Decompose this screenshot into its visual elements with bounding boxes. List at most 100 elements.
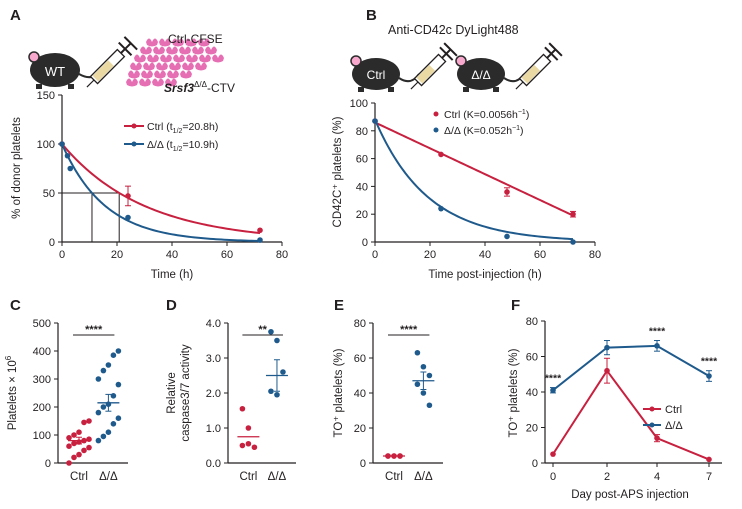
- panel-f-y-tick-label: 20: [526, 423, 538, 435]
- pink-cell-25: [141, 70, 153, 79]
- cells-top-label: Ctrl-CFSE: [168, 32, 223, 46]
- panel-c-point-ctrl: [71, 440, 77, 447]
- panel-c-y-tick-label: 200: [33, 402, 51, 414]
- pink-cell-0: [146, 38, 158, 47]
- panel-b-title: Anti-CD42c DyLight488: [388, 23, 519, 37]
- pink-cell-29: [126, 78, 138, 87]
- pink-cell-8: [179, 46, 191, 55]
- panel-d-y-tick-label: 4.0: [206, 318, 221, 330]
- panel-e-point-ko: [420, 363, 427, 370]
- panel-a-x-tick-label: 40: [166, 249, 178, 261]
- panel-f-point-ko: [550, 387, 556, 394]
- pink-cell-28: [180, 70, 192, 79]
- panel-c-category-label: Δ/Δ: [99, 471, 118, 483]
- panel-c-y-tick-label: 0: [45, 458, 51, 470]
- panel-a-y-tick-label: 0: [49, 237, 55, 249]
- mouse-ko-label: Δ/Δ: [471, 68, 490, 82]
- mouse-wt-label: WT: [45, 64, 65, 79]
- panel-d-y-tick-label: 2.0: [206, 388, 221, 400]
- pink-cell-30: [139, 78, 151, 87]
- panel-a-y-label: % of donor platelets: [11, 117, 23, 219]
- pink-cell-10: [205, 46, 217, 55]
- pink-cell-31: [152, 78, 164, 87]
- mouse-ko-illustration: Δ/Δ: [455, 55, 525, 92]
- panel-c-y-tick-label: 400: [33, 346, 51, 358]
- panel-b-point-ko: [438, 205, 444, 212]
- panel-a-legend: Ctrl (t1/2=20.8h) Δ/Δ (t1/2=10.9h): [124, 121, 218, 153]
- panel-c-point-ctrl: [66, 443, 72, 450]
- panel-c-point-ctrl: [81, 447, 87, 454]
- legend-b-ctrl-label: Ctrl (K=0.0056h−1): [444, 109, 529, 121]
- pink-cell-27: [167, 70, 179, 79]
- panel-c-y-tick-label: 500: [33, 318, 51, 330]
- panel-e-y-tick-label: 20: [354, 423, 366, 435]
- legend-f-ctrl-label: Ctrl: [665, 404, 682, 416]
- panel-f-point-ko: [604, 344, 610, 351]
- panel-c-y-tick-label: 100: [33, 430, 51, 442]
- panel-c-significance: ****: [85, 324, 103, 336]
- panel-d-point-ctrl: [245, 440, 252, 447]
- panel-d-point-ctrl: [239, 442, 246, 449]
- panel-f-significance: ****: [701, 356, 718, 368]
- panel-d-letter: D: [166, 297, 177, 314]
- panel-d-y-label-line2: caspase3/7 activity: [180, 344, 192, 441]
- panel-e-point-ko: [420, 390, 427, 396]
- panel-f-y-tick-label: 80: [526, 316, 538, 328]
- pink-cell-14: [173, 54, 185, 63]
- panel-b-point-ko: [504, 233, 510, 240]
- panel-a-point-ko: [67, 165, 74, 172]
- panel-c-point-ko: [115, 415, 122, 422]
- panel-b-x-tick-label: 40: [479, 249, 491, 261]
- panel-f-x-tick-label: 0: [550, 471, 556, 483]
- pink-cell-18: [130, 62, 142, 71]
- panel-d-axes: 0.0 1.0 2.0 3.0 4.0 Ctrl Δ/Δ ** Relative caspase3…: [166, 318, 296, 483]
- panel-f-y-label: TO⁺ platelets (%): [508, 348, 520, 437]
- panel-b-y-tick-label: 60: [356, 154, 368, 166]
- panel-d-y-tick-label: 0.0: [206, 458, 221, 470]
- panel-b-point-ko: [372, 118, 378, 124]
- panel-b-legend: Ctrl (K=0.0056h−1) Δ/Δ (K=0.052h−1): [433, 109, 529, 137]
- panel-b-fit-ko: [374, 119, 574, 241]
- panel-b-x-tick-label: 0: [372, 249, 378, 261]
- syringe-icon: [410, 42, 458, 90]
- panel-c-point-ko: [110, 352, 117, 359]
- panel-f-significance: ****: [545, 373, 562, 385]
- panel-f-point-ctrl: [550, 451, 556, 457]
- panel-d: D 0.0 1.0 2.0 3.0 4.0 Ctrl Δ/Δ ** Relative caspas…: [166, 297, 296, 483]
- panel-b-point-ctrl: [438, 151, 444, 158]
- panel-d-point-ko: [280, 369, 286, 375]
- panel-a-fit-ko: [61, 143, 261, 242]
- panel-e-y-label: TO⁺ platelets (%): [333, 348, 345, 437]
- panel-c-point-ko: [95, 409, 102, 416]
- panel-d-point-ctrl: [245, 425, 252, 431]
- panel-f-point-ctrl: [604, 367, 610, 374]
- pink-cell-9: [192, 46, 204, 55]
- pink-cell-21: [169, 62, 181, 71]
- panel-e-y-tick-label: 40: [354, 388, 366, 400]
- pink-cell-16: [199, 54, 211, 63]
- panel-c-letter: C: [10, 297, 21, 314]
- panel-a-fit-ctrl: [61, 143, 261, 235]
- panel-f-y-tick-label: 0: [532, 458, 538, 470]
- legend-a-ctrl-marker: [131, 123, 137, 129]
- panel-d-point-ctrl: [251, 444, 258, 451]
- pink-cell-22: [182, 62, 194, 71]
- panel-e-point-ko: [426, 372, 433, 379]
- syringe-icon: [515, 42, 563, 90]
- panel-c-point-ko: [110, 393, 117, 399]
- panel-d-point-ko: [274, 337, 280, 344]
- pink-cell-13: [160, 54, 172, 63]
- panel-a-point-ctrl: [125, 193, 131, 199]
- pink-cell-24: [128, 70, 140, 79]
- panel-c-point-ctrl: [76, 429, 82, 436]
- panel-f-significance: ****: [649, 326, 666, 338]
- panel-a-point-ctrl: [257, 227, 263, 234]
- panel-d-point-ko: [274, 391, 280, 398]
- panel-c-axes: 0 100 200 300 400 500 Ctrl Δ/Δ **** Platelets × 1…: [4, 318, 128, 483]
- panel-a-x-label: Time (h): [151, 269, 194, 281]
- panel-e-point-ko: [414, 349, 421, 356]
- panel-b-point-ctrl: [504, 189, 510, 195]
- panel-f-x-tick-label: 2: [604, 471, 610, 483]
